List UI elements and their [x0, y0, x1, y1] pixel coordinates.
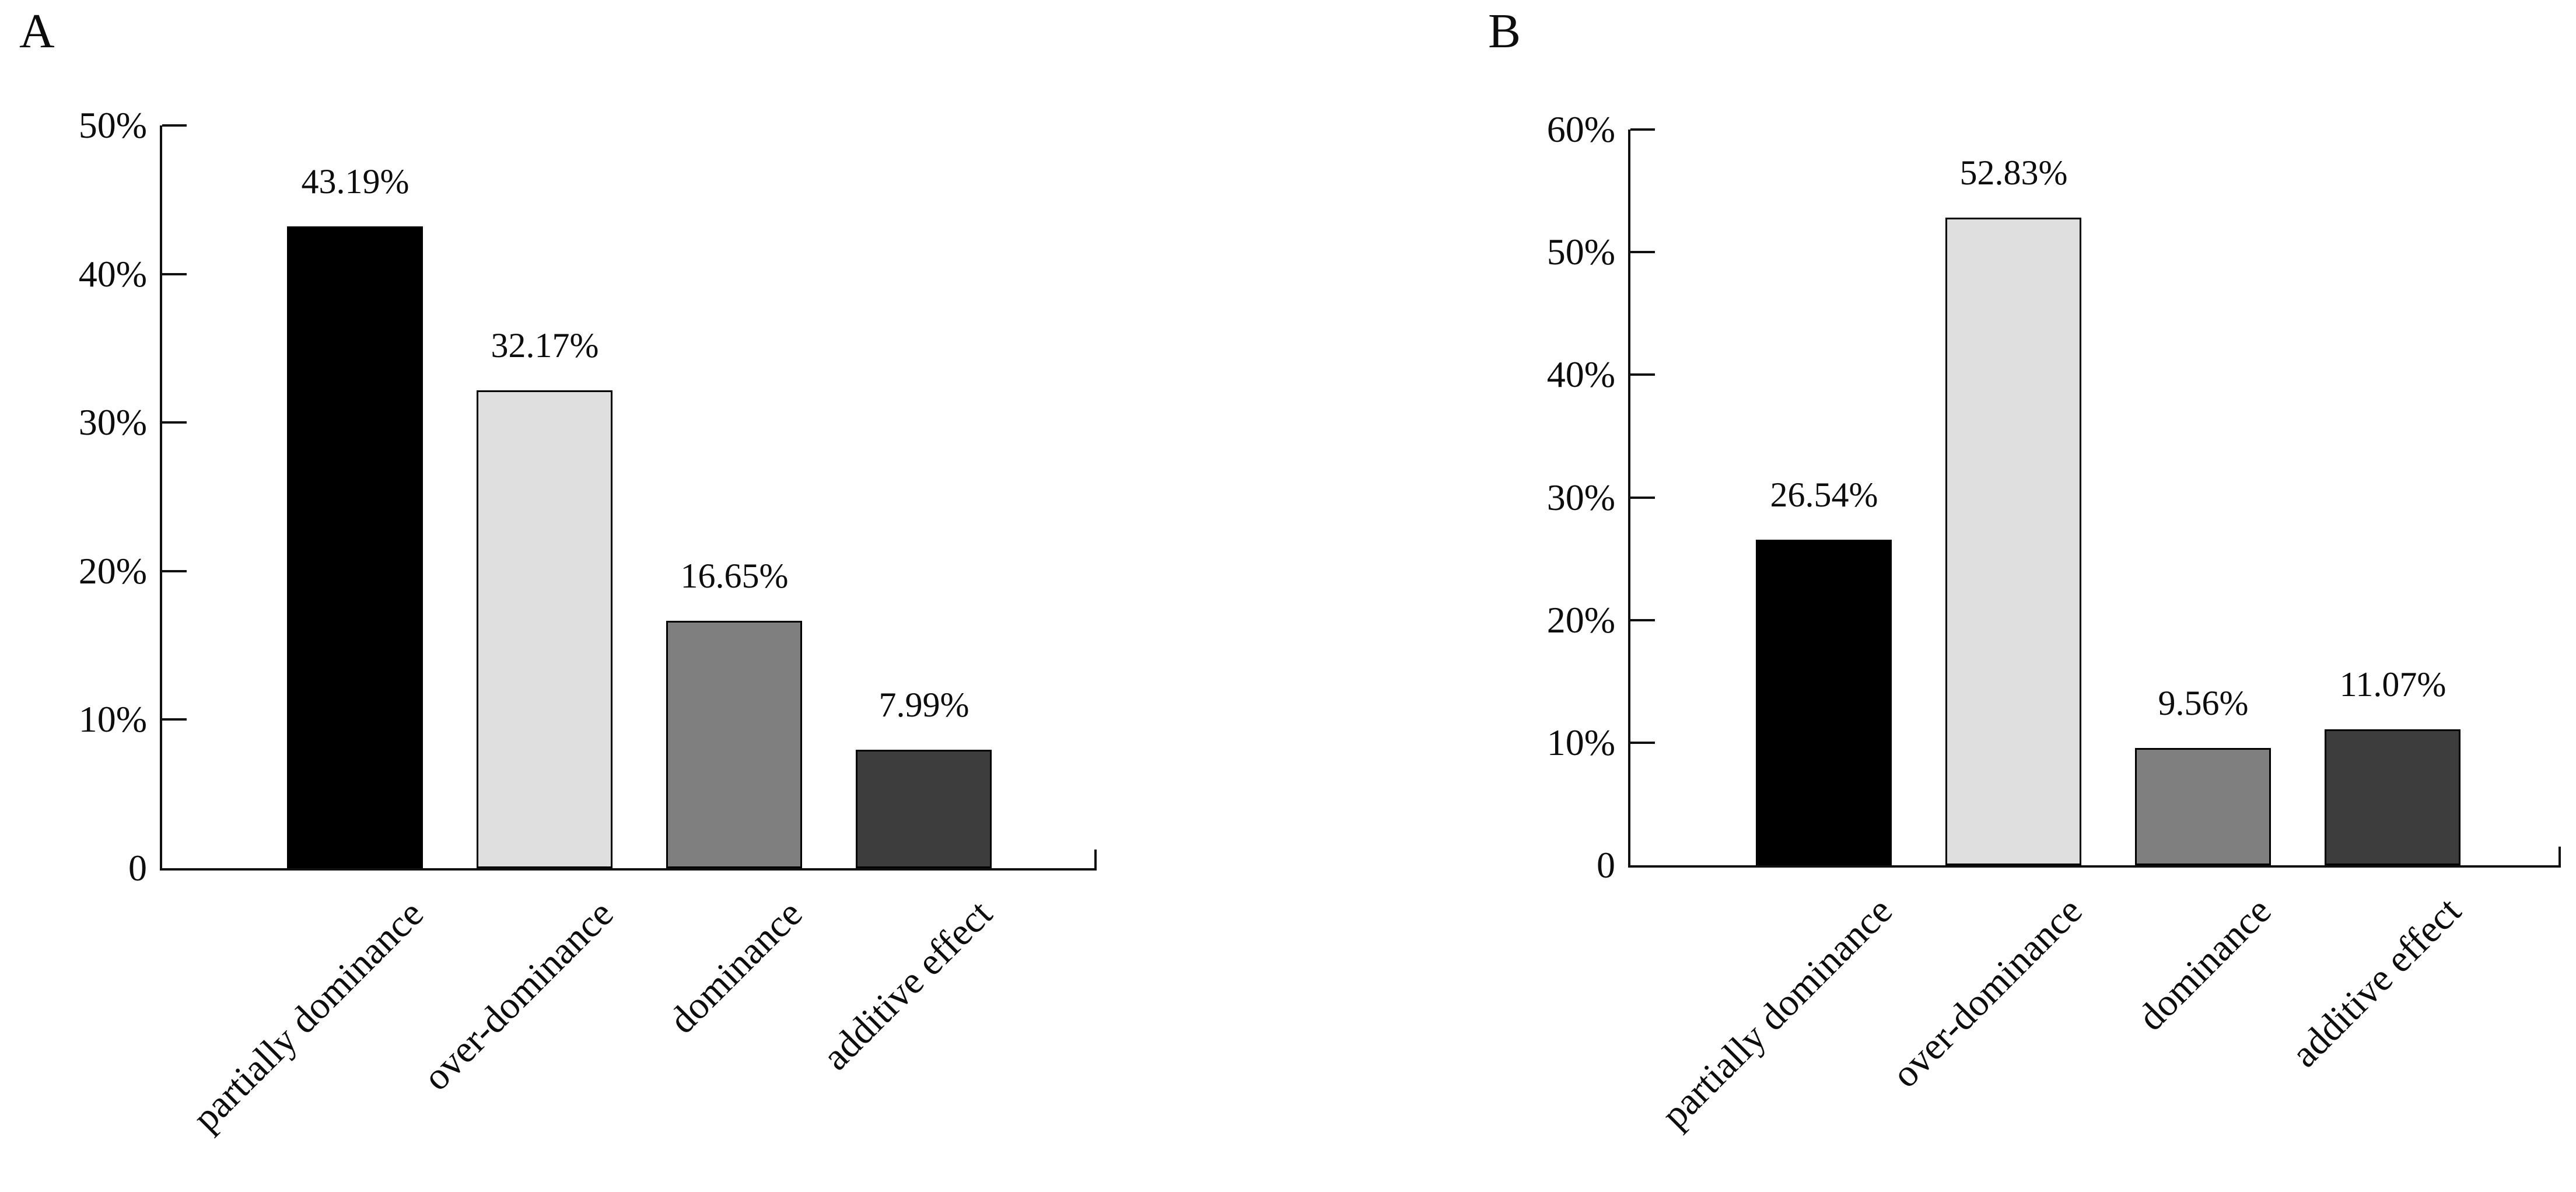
x-axis-end-tick [1094, 850, 1097, 868]
bar-over-dominance [477, 390, 612, 868]
bar-additive-effect [856, 750, 992, 868]
y-tick-label: 30% [78, 401, 147, 443]
x-axis-line [160, 868, 1097, 871]
y-tick-label: 0 [128, 847, 147, 889]
y-tick [1630, 251, 1655, 253]
y-axis-line [160, 125, 162, 871]
x-axis-end-tick [2558, 847, 2561, 865]
bar-value-label: 7.99% [878, 686, 970, 724]
y-tick [1630, 497, 1655, 499]
y-tick [1630, 128, 1655, 131]
x-category-label-additive-effect: additive effect [2283, 889, 2469, 1076]
x-category-label-dominance: dominance [661, 892, 811, 1042]
y-tick-label: 50% [78, 104, 147, 146]
panel-a-label: A [19, 4, 55, 58]
y-tick-label: 40% [1546, 354, 1615, 395]
y-tick-label: 10% [78, 698, 147, 740]
bar-value-label: 52.83% [1959, 153, 2068, 192]
x-category-label-dominance: dominance [2130, 889, 2280, 1039]
y-axis-line [1628, 130, 1630, 868]
x-category-label-additive-effect: additive effect [814, 892, 1000, 1079]
bar-partially-dominance [287, 226, 423, 868]
y-tick-label: 50% [1546, 231, 1615, 272]
x-category-label-over-dominance: over-dominance [1884, 889, 2090, 1096]
bar-dominance [2135, 748, 2271, 865]
x-category-label-over-dominance: over-dominance [415, 892, 621, 1099]
y-tick [162, 718, 187, 721]
bar-value-label: 11.07% [2339, 665, 2446, 704]
y-tick-label: 30% [1546, 477, 1615, 518]
bar-dominance [666, 621, 802, 868]
y-tick [1630, 619, 1655, 621]
y-tick-label: 40% [78, 253, 147, 295]
bar-value-label: 16.65% [680, 557, 789, 595]
bar-value-label: 32.17% [491, 326, 599, 365]
y-tick [1630, 373, 1655, 376]
y-tick [162, 570, 187, 572]
y-tick-label: 20% [1546, 599, 1615, 641]
y-tick [162, 273, 187, 275]
y-tick-label: 0 [1597, 844, 1615, 886]
panel-b-label: B [1488, 4, 1521, 58]
bar-value-label: 43.19% [301, 162, 410, 201]
bar-value-label: 9.56% [2158, 684, 2249, 722]
bar-value-label: 26.54% [1770, 476, 1878, 514]
y-tick [162, 421, 187, 424]
y-tick-label: 60% [1546, 109, 1615, 150]
bar-partially-dominance [1756, 540, 1892, 865]
bar-additive-effect [2325, 729, 2460, 865]
y-tick [1630, 742, 1655, 744]
bar-over-dominance [1945, 218, 2081, 865]
y-tick [162, 124, 187, 127]
y-tick-label: 20% [78, 550, 147, 592]
x-category-label-partially-dominance: partially dominance [184, 892, 432, 1139]
y-tick-label: 10% [1546, 722, 1615, 763]
x-category-label-partially-dominance: partially dominance [1653, 889, 1901, 1137]
x-axis-line [1628, 865, 2561, 868]
